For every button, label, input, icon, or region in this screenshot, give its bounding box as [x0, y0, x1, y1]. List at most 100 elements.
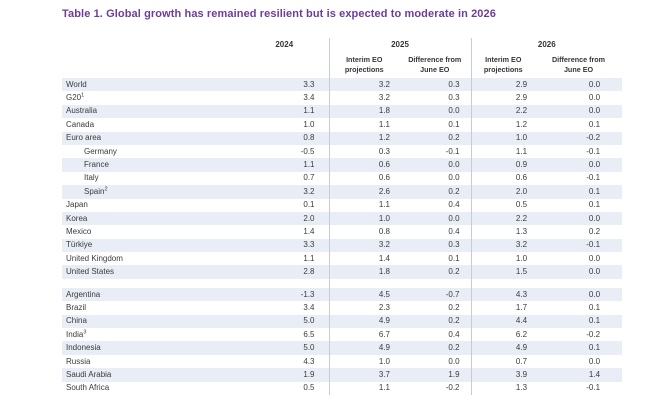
- table-row: France 1.1 0.6 0.0 0.9 0.0: [62, 158, 623, 172]
- table-header: 2024 2025 2026 Interim EO projections Di…: [62, 38, 623, 78]
- row-label: United States: [66, 267, 115, 277]
- value-cell: 0.3: [448, 93, 460, 103]
- row-label: Germany: [84, 146, 117, 156]
- value-cell: 1.7: [470, 301, 536, 315]
- value-cell: 0.7: [470, 354, 536, 369]
- value-cell: 0.1: [588, 302, 601, 312]
- value-cell: -0.5: [300, 146, 315, 156]
- table-row: Canada 1.0 1.1 0.1 1.2 0.1: [62, 118, 622, 132]
- empty-header-cell: [62, 38, 240, 51]
- value-cell: 0.5: [303, 383, 315, 393]
- value-cell: 5.0: [303, 316, 315, 326]
- section-gap-cell: [470, 278, 623, 288]
- value-cell: 6.7: [328, 328, 399, 342]
- value-cell: 3.9: [470, 368, 536, 382]
- value-cell: 1.9: [303, 369, 315, 379]
- value-cell: 1.0: [303, 119, 315, 129]
- value-cell: 0.0: [588, 160, 601, 170]
- section-gap-cell: [62, 278, 329, 288]
- table-row: India3 6.5 6.7 0.4 6.2 -0.2: [62, 328, 622, 342]
- row-label: Australia: [66, 106, 98, 116]
- value-cell: 1.3: [470, 381, 536, 395]
- value-cell: 0.2: [448, 267, 460, 277]
- value-cell: 6.5: [303, 329, 315, 339]
- value-cell: 2.2: [470, 211, 536, 226]
- row-label: China: [66, 316, 87, 326]
- value-cell: 1.5: [470, 265, 536, 279]
- value-cell: 0.0: [448, 173, 460, 183]
- table-title: Table 1. Global growth has remained resi…: [62, 8, 496, 20]
- value-cell: 0.3: [448, 240, 460, 250]
- value-cell: 2.9: [470, 91, 536, 105]
- value-cell: 4.3: [303, 356, 315, 366]
- value-cell: -0.2: [586, 133, 601, 143]
- value-cell: -1.3: [300, 289, 315, 299]
- table-row: China 5.0 4.9 0.2 4.4 0.1: [62, 314, 623, 329]
- value-cell: 1.1: [328, 381, 399, 395]
- value-cell: 4.4: [470, 314, 536, 329]
- value-cell: 1.4: [328, 252, 399, 266]
- value-cell: 4.9: [470, 341, 536, 355]
- value-cell: 0.1: [448, 253, 460, 263]
- empty-header-cell: [240, 51, 329, 78]
- value-cell: 4.9: [328, 341, 399, 355]
- value-cell: 0.3: [448, 79, 460, 89]
- value-cell: 0.2: [448, 186, 460, 196]
- table-row: South Africa 0.5 1.1 -0.2 1.3 -0.1: [62, 381, 622, 395]
- table-row: Saudi Arabia 1.9 3.7 1.9 3.9 1.4: [62, 368, 623, 382]
- value-cell: 0.0: [588, 213, 601, 223]
- value-cell: 1.4: [588, 369, 601, 379]
- value-cell: -0.2: [445, 383, 460, 393]
- col-header-2026-difference: Difference from June EO: [551, 55, 606, 74]
- table-row: United States 2.8 1.8 0.2 1.5 0.0: [62, 265, 623, 279]
- footnote-marker: 1: [81, 92, 85, 99]
- table-row: Türkiye 3.3 3.2 0.3 3.2 -0.1: [62, 238, 623, 253]
- table-row: Germany -0.5 0.3 -0.1 1.1 -0.1: [62, 144, 622, 159]
- value-cell: 3.2: [303, 186, 315, 196]
- value-cell: 3.2: [328, 78, 399, 92]
- table-row: G201 3.4 3.2 0.3 2.9 0.0: [62, 91, 622, 105]
- value-cell: 4.3: [470, 287, 536, 302]
- value-cell: -0.7: [445, 289, 460, 299]
- value-cell: 0.8: [328, 225, 399, 239]
- row-label: Euro area: [66, 133, 102, 143]
- value-cell: 3.2: [328, 238, 399, 253]
- value-cell: 0.2: [588, 226, 601, 236]
- value-cell: 4.5: [328, 287, 399, 302]
- row-label: Argentina: [66, 289, 101, 299]
- value-cell: 0.8: [303, 133, 315, 143]
- section-gap-cell: [328, 278, 472, 288]
- value-cell: -0.1: [445, 146, 460, 156]
- row-label: Canada: [66, 119, 95, 129]
- col-header-2025: 2025: [328, 38, 472, 51]
- row-label: Mexico: [66, 226, 92, 236]
- value-cell: 2.3: [328, 301, 399, 315]
- value-cell: 0.0: [448, 106, 460, 116]
- value-cell: 0.0: [588, 267, 601, 277]
- row-label: Brazil: [66, 302, 87, 312]
- row-label: Türkiye: [66, 240, 93, 250]
- value-cell: 0.4: [448, 200, 460, 210]
- col-header-2026: 2026: [470, 38, 623, 51]
- row-label: G201: [66, 92, 85, 103]
- value-cell: -0.1: [586, 146, 601, 156]
- value-cell: 0.0: [448, 213, 460, 223]
- value-cell: 0.4: [448, 329, 460, 339]
- value-cell: 1.9: [448, 369, 460, 379]
- value-cell: 2.2: [470, 104, 536, 119]
- value-cell: 3.7: [328, 368, 399, 382]
- value-cell: 2.9: [470, 78, 536, 92]
- value-cell: -0.1: [586, 240, 601, 250]
- value-cell: 3.4: [303, 302, 315, 312]
- value-cell: -0.2: [586, 329, 601, 339]
- value-cell: 1.3: [470, 225, 536, 239]
- table-row: Spain2 3.2 2.6 0.2 2.0 0.1: [62, 185, 623, 199]
- value-cell: 0.0: [588, 79, 601, 89]
- global-growth-table: 2024 2025 2026 Interim EO projections Di…: [62, 38, 623, 395]
- footnote-marker: 2: [104, 186, 108, 193]
- footnote-marker: 3: [83, 329, 87, 336]
- table-body: World 3.3 3.2 0.3 2.9 0.0 G201 3.4 3.2 0.3 2.9 0.0 A…: [62, 78, 623, 395]
- row-label: South Africa: [66, 383, 110, 393]
- value-cell: 1.8: [328, 104, 399, 119]
- value-cell: 0.1: [588, 200, 601, 210]
